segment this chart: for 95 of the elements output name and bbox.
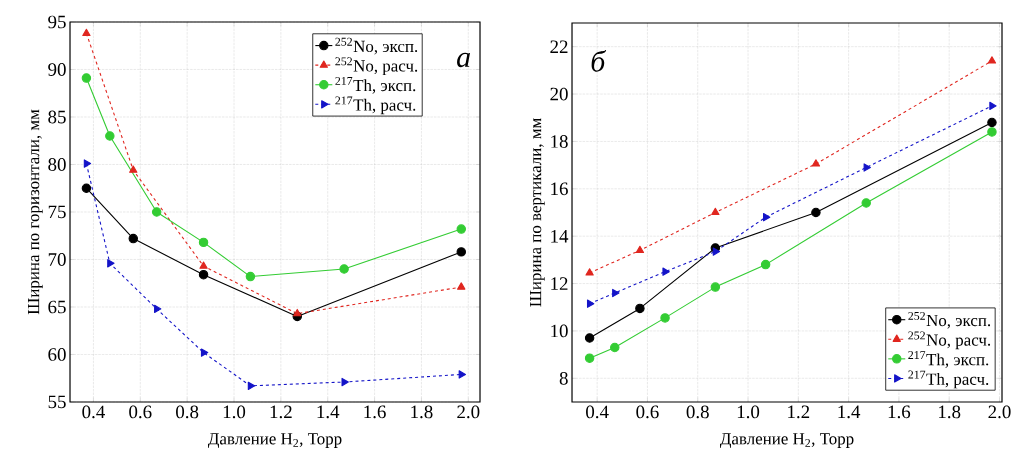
point: [760, 259, 771, 270]
point: [245, 271, 256, 282]
y-tick-label: 70: [48, 253, 66, 266]
y-tick-label: 80: [48, 158, 66, 171]
point: [710, 282, 721, 292]
x-tick-label: 1.4: [838, 405, 861, 419]
y-tick-label: 22: [550, 40, 568, 53]
point: [989, 101, 997, 111]
point: [199, 261, 208, 269]
x-tick-label: 1.6: [888, 405, 911, 419]
x-tick-label: 0.8: [176, 405, 199, 419]
x-tick-label: 0.4: [82, 405, 105, 419]
y-axis-title: Ширина по вертикали, мм: [530, 118, 545, 307]
y-tick-label: 95: [48, 15, 66, 29]
legend-label: $^{217}$Th, расч.: [335, 96, 416, 115]
legend-label: $^{217}$Th, расч.: [908, 370, 989, 389]
point: [151, 207, 162, 217]
point: [987, 127, 997, 137]
x-tick-label: 1.2: [788, 405, 810, 419]
point: [762, 213, 771, 222]
point: [586, 299, 595, 308]
point: [660, 313, 670, 323]
x-tick-label: 1.6: [364, 405, 386, 419]
y-tick-label: 18: [551, 135, 568, 148]
y-tick-label: 75: [48, 205, 66, 219]
point: [129, 165, 138, 173]
point: [198, 237, 209, 248]
annotation: а: [457, 52, 470, 68]
point: [711, 207, 720, 216]
y-tick-label: 60: [48, 348, 66, 361]
point: [662, 267, 670, 276]
y-axis-title: Ширина по горизонтали, мм: [28, 109, 43, 315]
legend-label: $^{252}$No, эксп.: [335, 37, 418, 55]
point: [635, 303, 645, 314]
x-tick-label: 1.2: [270, 405, 292, 419]
y-tick-label: 16: [551, 182, 568, 196]
y-tick-label: 8: [559, 371, 568, 385]
point: [83, 159, 92, 168]
legend-label: $^{252}$No, расч.: [335, 57, 418, 76]
point: [198, 269, 209, 280]
x-axis-title: Давление H$_{2}$, Торр: [207, 433, 342, 448]
point: [863, 163, 871, 172]
x-tick-label: 1.0: [223, 405, 246, 419]
point: [584, 353, 595, 363]
point: [457, 282, 466, 290]
point: [811, 159, 821, 167]
point: [81, 183, 92, 193]
x-tick-label: 1.8: [939, 405, 961, 419]
x-tick-label: 0.4: [586, 405, 609, 419]
x-tick-label: 2.0: [457, 405, 480, 419]
x-tick-label: 0.8: [686, 405, 709, 419]
y-tick-label: 10: [551, 324, 568, 338]
x-tick-label: 2.0: [988, 405, 1011, 419]
point: [339, 264, 349, 274]
y-tick-label: 14: [551, 229, 569, 243]
x-tick-label: 1.4: [317, 405, 340, 419]
y-tick-label: 90: [48, 63, 66, 76]
y-tick-label: 65: [48, 300, 66, 314]
point: [458, 370, 466, 379]
point: [635, 245, 645, 254]
legend-label: $^{217}$Th, эксп.: [908, 351, 989, 368]
point: [712, 247, 721, 256]
x-tick-label: 0.6: [129, 405, 152, 419]
point: [987, 117, 997, 128]
point: [107, 259, 115, 268]
point: [987, 56, 997, 64]
x-tick-label: 0.6: [636, 405, 659, 419]
x-tick-label: 1.0: [737, 405, 760, 419]
point: [456, 247, 466, 257]
point: [610, 342, 620, 353]
point: [81, 73, 92, 83]
legend-label: $^{252}$No, расч.: [908, 331, 991, 350]
x-axis-title: Давление H$_{2}$, Торр: [719, 433, 854, 448]
x-tick-label: 1.8: [411, 405, 433, 419]
legend-label: $^{252}$No, эксп.: [908, 311, 991, 329]
y-tick-label: 12: [551, 277, 568, 290]
y-tick-label: 20: [550, 87, 568, 101]
point: [128, 233, 138, 244]
point: [811, 207, 821, 218]
legend-label: $^{217}$Th, эксп.: [335, 76, 416, 94]
point: [612, 288, 620, 298]
point: [293, 308, 302, 317]
point: [105, 131, 115, 141]
annotation: б: [591, 50, 607, 72]
y-tick-label: 85: [48, 110, 66, 124]
point: [247, 381, 256, 391]
point: [82, 28, 91, 37]
point: [861, 198, 871, 208]
point: [456, 224, 466, 234]
point: [584, 333, 595, 343]
y-tick-label: 55: [48, 395, 66, 409]
point: [585, 268, 594, 276]
point: [154, 304, 162, 314]
point: [200, 348, 209, 357]
point: [341, 377, 349, 387]
